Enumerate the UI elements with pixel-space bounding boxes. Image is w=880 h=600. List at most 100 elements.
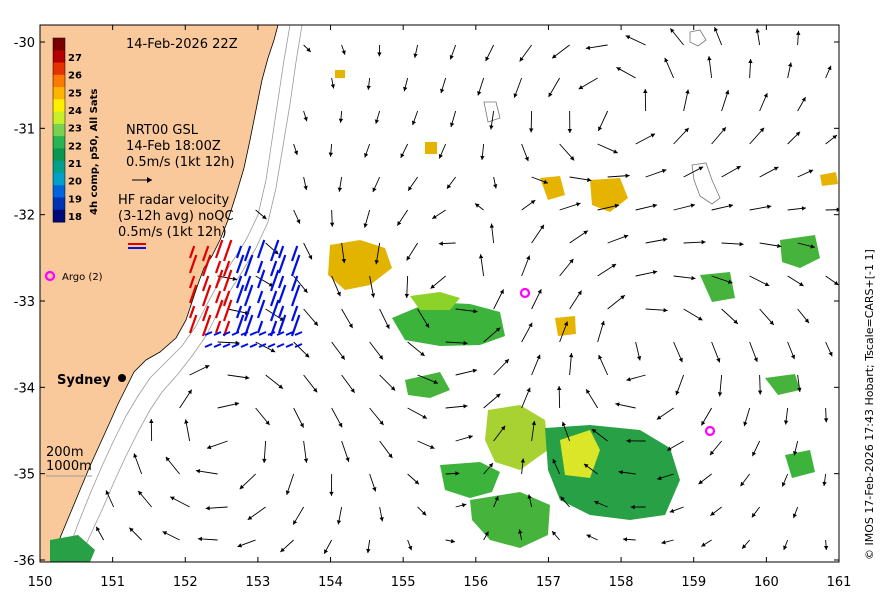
current-vector-head (827, 65, 832, 71)
current-vector-head (421, 511, 427, 516)
current-vector-head (403, 86, 408, 92)
current-vector-head (661, 168, 667, 174)
hf-radar-vector (267, 331, 276, 336)
current-vector-head (341, 50, 346, 55)
current-vector-head (374, 259, 379, 265)
hf-radar-vector (231, 331, 240, 336)
current-vector-head (652, 270, 658, 275)
argo-float-marker[interactable] (519, 287, 531, 299)
current-vector-head (372, 187, 377, 193)
current-vector-head (587, 177, 592, 182)
current-vector-head (274, 250, 279, 255)
current-vector-head (799, 281, 804, 286)
current-vector-head (385, 324, 390, 329)
current-vector-head (488, 463, 493, 468)
current-vector-head (557, 386, 562, 391)
current-vector-head (543, 179, 548, 184)
current-vector-head (804, 318, 809, 323)
current-vectors (95, 26, 839, 555)
current-vector-head (691, 275, 696, 281)
colorbar-swatch (53, 160, 65, 174)
current-vector-head (801, 206, 806, 211)
isobath-200m (63, 25, 291, 562)
colorbar-swatch (53, 136, 65, 149)
current-vector-head (329, 222, 335, 227)
current-vector-head (397, 221, 402, 226)
hf-radar-vector (290, 284, 301, 307)
current-vector-head (755, 28, 760, 33)
current-vector-head (675, 390, 680, 396)
current-vector-head (449, 122, 455, 128)
current-vector-head (725, 90, 730, 95)
current-vector-head (710, 511, 715, 516)
hf-radar-vector (188, 314, 198, 334)
hf-radar-vector (222, 331, 231, 336)
hf-radar-vector (243, 254, 254, 277)
hf-radar-vector (240, 331, 249, 336)
current-vector-head (685, 89, 690, 94)
current-vector-head (790, 354, 796, 360)
current-vector-head (615, 402, 620, 407)
current-vector-head (461, 503, 467, 508)
current-vector-head (96, 526, 101, 532)
current-vector-head (833, 280, 839, 285)
current-vector-head (388, 453, 393, 459)
hf-radar-vector (231, 343, 240, 348)
hf-radar-vector (222, 260, 231, 277)
current-vector-head (432, 214, 437, 219)
gsl-legend-line1: NRT00 GSL (126, 123, 199, 138)
colorbar-swatch (53, 74, 65, 88)
x-tick-label: 152 (173, 575, 198, 590)
hf-radar-vector (290, 245, 299, 262)
x-tick-label: 150 (28, 575, 53, 590)
current-vector-head (766, 204, 772, 209)
current-vector-head (656, 415, 662, 420)
colorbar-swatch (53, 123, 65, 137)
colorbar-tick-label: 21 (68, 159, 82, 170)
current-vector-head (406, 255, 411, 261)
current-vector-head (796, 30, 801, 36)
current-vector-head (743, 421, 748, 427)
current-vector-head (313, 321, 318, 326)
current-vector-head (773, 166, 779, 171)
current-vector-head (783, 545, 788, 550)
current-vector-head (707, 56, 712, 61)
current-vector-head (303, 458, 309, 463)
current-vector-head (701, 239, 706, 245)
current-vector-head (366, 85, 371, 90)
current-vector-head (530, 200, 536, 205)
current-vector-head (293, 150, 299, 155)
colorbar-swatch (53, 148, 65, 162)
current-vector-head (366, 548, 371, 554)
current-vector-head (261, 214, 267, 220)
x-axis: 150 151 152 153 154 155 156 157 158 159 160 161 (28, 25, 851, 590)
current-vector-head (408, 545, 413, 551)
current-vector-head (626, 377, 631, 382)
current-vector-head (390, 386, 396, 391)
hf-radar-vector (256, 260, 264, 274)
current-vector-head (739, 241, 744, 247)
colorbar: 27 26 25 24 23 22 21 20 19 18 (52, 37, 82, 223)
x-tick-label: 160 (754, 575, 779, 590)
x-tick-label: 153 (245, 575, 270, 590)
current-vector-head (329, 491, 334, 496)
current-vector-head (475, 203, 480, 208)
argo-legend-label: Argo (2) (62, 272, 103, 283)
current-vector-head (630, 504, 635, 510)
current-vector-head (262, 458, 267, 463)
hf-radar-vector (188, 284, 198, 304)
current-vector-head (337, 187, 343, 192)
current-vector-head (736, 166, 741, 171)
current-vector-head (620, 295, 625, 300)
island-outline (689, 29, 707, 47)
colorbar-tick-label: 19 (68, 194, 82, 205)
argo-float-marker[interactable] (704, 425, 716, 437)
sydney-label: Sydney (57, 373, 111, 388)
current-vector-head (184, 419, 189, 424)
current-vector-head (133, 453, 138, 458)
current-vector-head (455, 471, 460, 476)
current-vector-head (828, 351, 833, 357)
hf-radar-vector (235, 314, 245, 334)
hf-radar-vectors (188, 239, 303, 348)
